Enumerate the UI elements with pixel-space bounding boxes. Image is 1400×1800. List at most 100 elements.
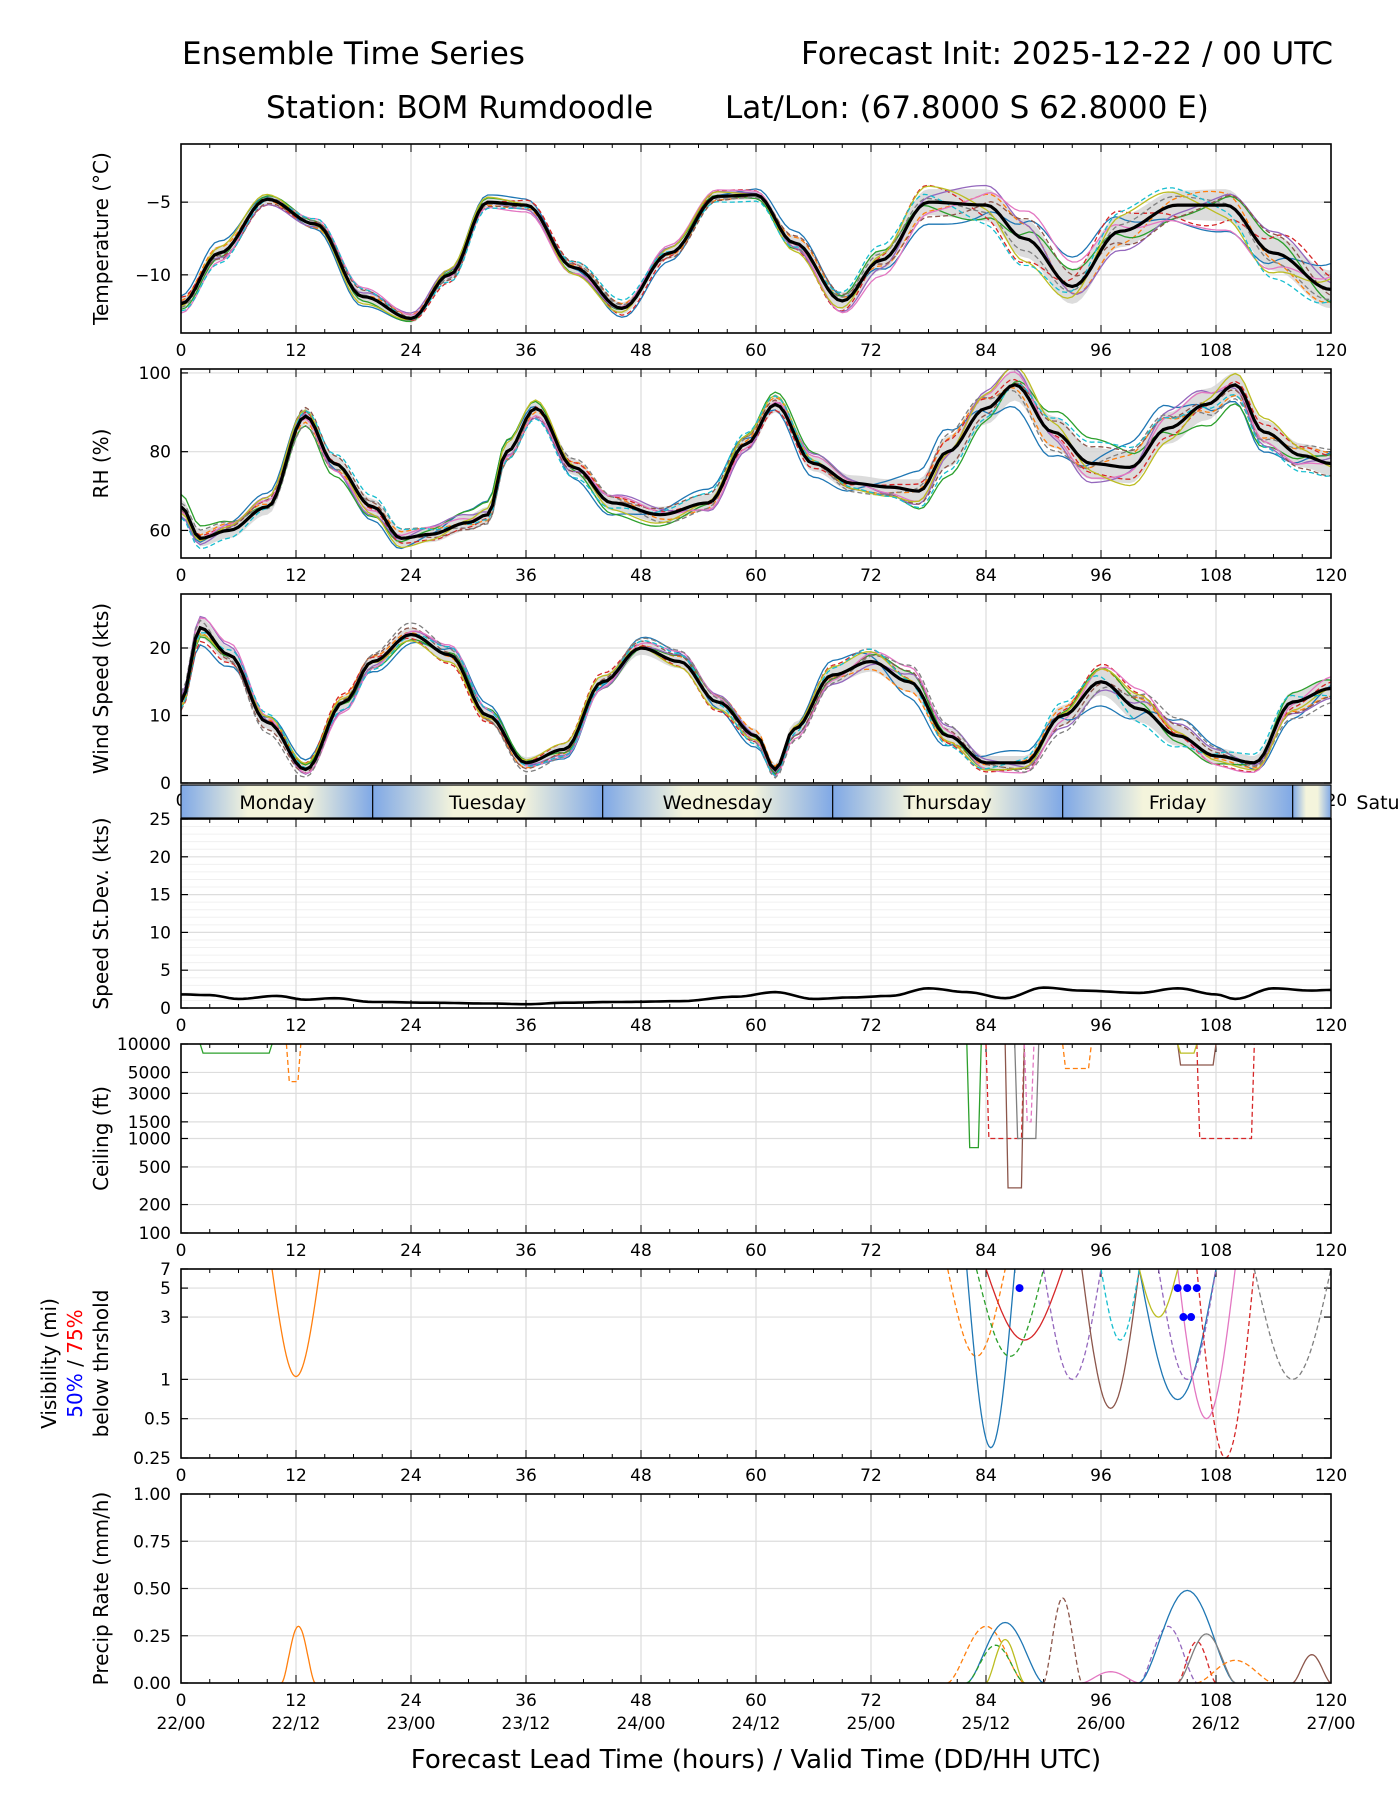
ceil-xtick-label: 60 [745,1241,767,1261]
wind-ensemble-mean [181,625,1331,772]
temp-member-6 [181,189,1331,316]
ceil-xtick-label: 96 [1090,1241,1112,1261]
vis-xtick-label: 36 [515,1466,537,1486]
title-latlon: Lat/Lon: (67.8000 S 62.8000 E) [725,90,1209,126]
vis-member-dip [985,1269,1064,1341]
temp-xtick-label: 48 [630,341,652,361]
temp-ylabel: Temperature (°C) [89,152,113,326]
ceil-xtick-label: 120 [1315,1241,1347,1261]
temp-plot [181,184,1331,323]
day-cell [602,785,833,818]
rh-xtick-label: 96 [1090,566,1112,586]
wind-ytick-label: 20 [149,639,171,659]
precip-member-bump [281,1625,316,1684]
rh-member-8 [181,369,1331,549]
ceil-member-drop [1062,1043,1093,1070]
rh-ylabel: RH (%) [89,429,113,499]
ceil-xtick-label: 84 [975,1241,997,1261]
wind-member-0 [181,636,1331,776]
sd-ytick-label: 0 [160,999,171,1019]
temp-xtick-label: 36 [515,341,537,361]
temp-xtick-label: 72 [860,341,882,361]
ceil-ytick-label: 100 [139,1224,171,1244]
vis-ytick-label: 0.25 [133,1449,171,1469]
ceil-xtick-label: 72 [860,1241,882,1261]
sd-ylabel: Speed St.Dev. (kts) [89,817,113,1009]
vis-xtick-label: 84 [975,1466,997,1486]
sd-xtick-label: 72 [860,1016,882,1036]
rh-xtick-label: 120 [1315,566,1347,586]
vis-member-dip [1100,1269,1140,1341]
vis-xtick-label: 72 [860,1466,882,1486]
day-label: Monday [239,792,314,814]
temp-xtick-label: 12 [285,341,307,361]
ceil-ytick-label: 1000 [128,1130,171,1150]
ceil-plot [199,1043,1255,1189]
rh-member-7 [181,389,1331,532]
sd-xtick-label: 24 [400,1016,422,1036]
precip-xtick-label: 72 [860,1691,882,1711]
vis-xtick-label: 48 [630,1466,652,1486]
vis-ytick-label: 0.5 [144,1410,171,1430]
x-axis-label: Forecast Lead Time (hours) / Valid Time … [411,1745,1101,1775]
vis-xtick-label: 0 [176,1466,187,1486]
sd-xtick-label: 12 [285,1016,307,1036]
wind-member-6 [181,617,1331,778]
wind-ytick-label: 0 [160,774,171,794]
precip-xtick-label: 36 [515,1691,537,1711]
vis-ytick-label: 7 [160,1260,171,1280]
valid-time-label: 23/00 [387,1714,436,1734]
panel-vis: 0.25 0.5 1 3 57 0 12 24 36 48 60 72 84 96 108 120 Visibi… [37,1260,1347,1486]
precip-ytick-label: 0.00 [133,1674,171,1694]
vis-p50-marker [1183,1284,1192,1293]
rh-ytick-label: 80 [149,443,171,463]
ceil-member-drop [1023,1043,1035,1123]
day-cell [832,785,1063,818]
day-label: Satu [1356,792,1399,814]
temp-member-9 [181,187,1331,320]
vis-xtick-label: 12 [285,1466,307,1486]
ceil-member-drop [1196,1043,1255,1140]
precip-ytick-label: 0.50 [133,1580,171,1600]
vis-p50-marker [1179,1313,1188,1322]
day-cell [372,785,603,818]
sd-ytick-label: 5 [160,961,171,981]
precip-member-bump [1196,1659,1274,1684]
precip-ytick-label: 0.25 [133,1627,171,1647]
rh-spread-band [181,369,1331,547]
precip-member-bump [966,1621,1044,1684]
vis-xtick-label: 60 [745,1466,767,1486]
temp-member-2 [181,194,1331,323]
temp-xtick-label: 24 [400,341,422,361]
day-label: Tuesday [448,792,526,814]
vis-ylabel: Visibility (mi) [37,1298,61,1429]
precip-frame [180,1493,1332,1684]
vis-ytick-label: 1 [160,1370,171,1390]
precip-xtick-label: 108 [1200,1691,1232,1711]
ceil-ytick-label: 5000 [128,1063,171,1083]
sd-ytick-label: 10 [149,923,171,943]
day-label: Wednesday [663,792,773,814]
valid-time-label: 25/12 [962,1714,1011,1734]
ceil-member-drop [1004,1043,1025,1189]
day-bar: Monday Tuesday Wednesday Thursday Friday Satu [180,784,1400,819]
rh-xtick-label: 84 [975,566,997,586]
vis-xtick-label: 120 [1315,1466,1347,1486]
sd-line [181,986,1332,1006]
precip-member-bump [1138,1625,1198,1684]
temp-xtick-label: 84 [975,341,997,361]
vis-xtick-label: 108 [1200,1466,1232,1486]
title-station: Station: BOM Rumdoodle [266,90,653,126]
ceil-ytick-label: 10000 [117,1035,171,1055]
wind-ytick-label: 10 [149,707,171,727]
precip-member-bump [1081,1671,1140,1684]
ceil-member-drop [199,1043,273,1054]
sd-xtick-label: 84 [975,1016,997,1036]
vis-member-dip [1081,1269,1140,1409]
vis-ylabel-threshold: below thrshold [89,1290,113,1438]
vis-p50-marker [1187,1313,1196,1322]
temp-ytick-label: −10 [135,266,171,286]
day-cell [1292,785,1331,818]
precip-xtick-label: 24 [400,1691,422,1711]
